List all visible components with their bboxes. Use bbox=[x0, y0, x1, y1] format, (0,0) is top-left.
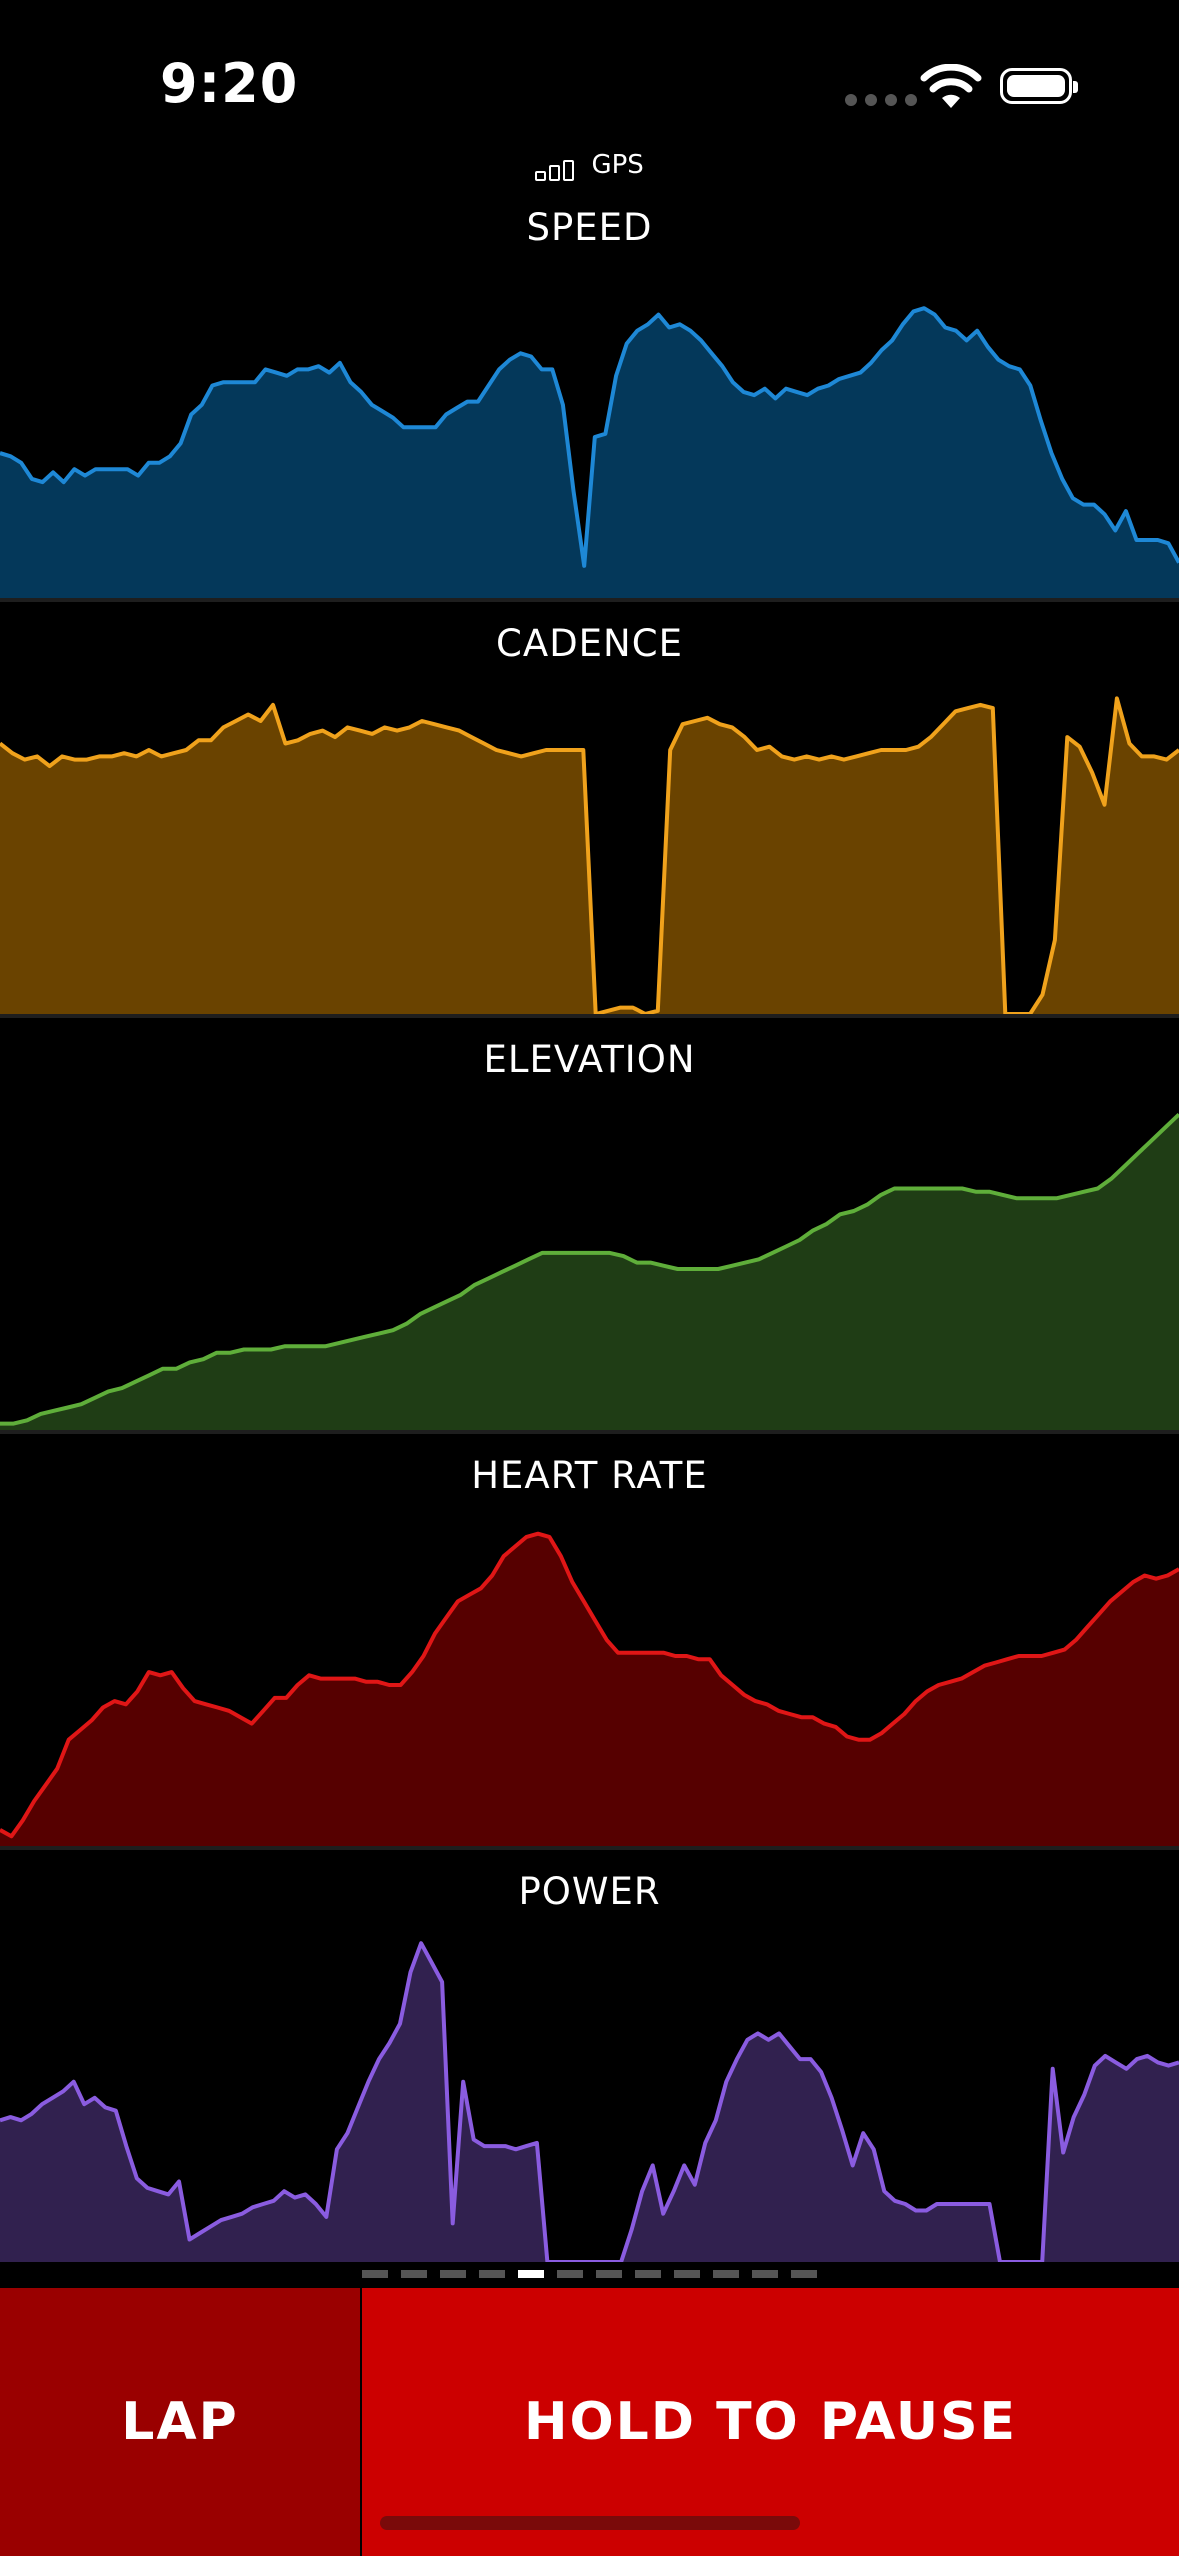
wifi-icon bbox=[920, 64, 982, 108]
page-dot[interactable] bbox=[401, 2270, 427, 2278]
series-area bbox=[0, 1943, 1179, 2262]
hold-to-pause-button[interactable]: HOLD TO PAUSE bbox=[362, 2288, 1179, 2556]
series-area bbox=[0, 1533, 1179, 1846]
divider bbox=[0, 598, 1179, 602]
chart-area bbox=[0, 1941, 1179, 2262]
page-dot[interactable] bbox=[557, 2270, 583, 2278]
page-dot[interactable] bbox=[752, 2270, 778, 2278]
page-dot[interactable] bbox=[635, 2270, 661, 2278]
series-area bbox=[0, 1114, 1179, 1430]
divider bbox=[0, 1846, 1179, 1850]
series-area bbox=[0, 308, 1179, 598]
panel-title: ELEVATION bbox=[483, 1038, 696, 1081]
elevation-graph: ELEVATION bbox=[0, 1038, 1179, 1454]
chart-area bbox=[0, 1112, 1179, 1430]
chart-area bbox=[0, 1531, 1179, 1846]
page-indicator[interactable] bbox=[0, 2270, 1179, 2278]
series-line bbox=[0, 1112, 1179, 1426]
series-line bbox=[0, 1941, 1179, 2262]
series-line bbox=[0, 306, 1179, 568]
page-dot[interactable] bbox=[674, 2270, 700, 2278]
series-area bbox=[0, 698, 1179, 1014]
chart-area bbox=[0, 696, 1179, 1014]
divider bbox=[0, 1014, 1179, 1018]
panel-title: HEART RATE bbox=[471, 1454, 708, 1497]
panel-title: POWER bbox=[518, 1870, 661, 1913]
status-bar: 9:20 bbox=[0, 0, 1179, 150]
bottom-controls: LAP HOLD TO PAUSE bbox=[0, 2288, 1179, 2556]
page-dot[interactable] bbox=[479, 2270, 505, 2278]
page-dot[interactable] bbox=[791, 2270, 817, 2278]
cellular-signal-icon bbox=[845, 94, 917, 106]
page-dot[interactable] bbox=[518, 2270, 544, 2278]
cadence-graph: CADENCE bbox=[0, 622, 1179, 1038]
chart-area bbox=[0, 306, 1179, 598]
heart-rate-graph: HEART RATE bbox=[0, 1454, 1179, 1870]
page-dot[interactable] bbox=[713, 2270, 739, 2278]
page-dot[interactable] bbox=[362, 2270, 388, 2278]
series-line bbox=[0, 696, 1179, 1014]
page-dot[interactable] bbox=[440, 2270, 466, 2278]
status-time: 9:20 bbox=[160, 52, 299, 115]
gps-label: GPS bbox=[591, 150, 644, 180]
series-line bbox=[0, 1531, 1179, 1839]
speed-graph: SPEED bbox=[0, 206, 1179, 622]
panel-title: CADENCE bbox=[496, 622, 683, 665]
page-dot[interactable] bbox=[596, 2270, 622, 2278]
gps-indicator: GPS bbox=[0, 150, 1179, 181]
panel-title: SPEED bbox=[526, 206, 653, 249]
home-indicator bbox=[380, 2516, 800, 2530]
battery-icon bbox=[1000, 68, 1078, 104]
divider bbox=[0, 1430, 1179, 1434]
lap-button[interactable]: LAP bbox=[0, 2288, 360, 2556]
power-graph: POWER bbox=[0, 1870, 1179, 2286]
gps-signal-icon bbox=[535, 151, 577, 181]
